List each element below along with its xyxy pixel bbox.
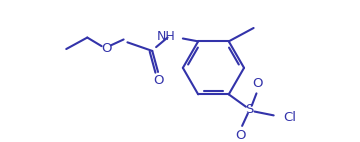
Text: Cl: Cl: [283, 111, 296, 124]
Text: NH: NH: [157, 30, 175, 43]
Text: O: O: [252, 77, 263, 90]
Text: O: O: [235, 129, 246, 142]
Text: S: S: [246, 103, 254, 116]
Text: O: O: [101, 42, 112, 55]
Text: O: O: [154, 74, 164, 87]
